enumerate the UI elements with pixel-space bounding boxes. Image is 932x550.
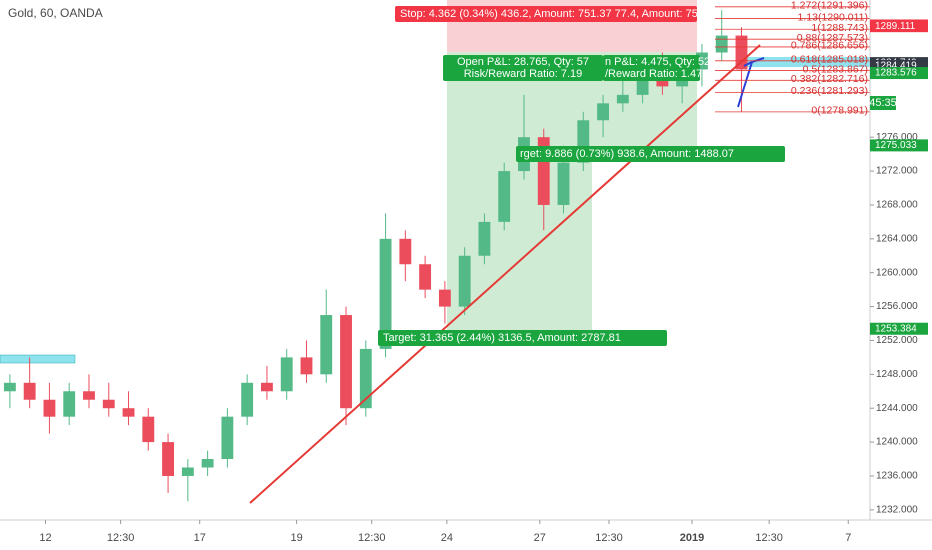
fib-label: 0.618(1285.018) <box>791 54 868 66</box>
target-label: Target: 31.365 (2.44%) 3136.5, Amount: 2… <box>383 332 621 344</box>
candle-body <box>122 408 135 417</box>
y-tick-label: 1236.000 <box>876 471 918 482</box>
candle-body <box>320 315 333 375</box>
x-tick-label: 12:30 <box>755 532 783 544</box>
candle-body <box>300 357 313 375</box>
fib-label: 0.5(1283.867) <box>803 63 868 75</box>
fib-label: 0.236(1281.293) <box>791 85 868 97</box>
x-tick-label: 12:30 <box>358 532 386 544</box>
x-tick-label: 12:30 <box>107 532 135 544</box>
candle-body <box>379 238 392 349</box>
candle-body <box>438 289 451 307</box>
trend-line <box>249 44 761 504</box>
x-tick-label: 24 <box>441 532 453 544</box>
x-tick-label: 17 <box>194 532 206 544</box>
x-tick-label: 19 <box>290 532 302 544</box>
candle-body <box>478 221 491 256</box>
label-box <box>603 55 700 81</box>
y-tick-label: 1240.000 <box>876 437 918 448</box>
x-tick-label: 7 <box>845 532 851 544</box>
price-tag <box>870 139 928 152</box>
candle-body <box>241 382 254 417</box>
candle-body <box>537 137 550 205</box>
candle-body <box>181 467 194 476</box>
x-tick-label: 12:30 <box>595 532 623 544</box>
fib-label: 0.382(1282.716) <box>791 73 868 85</box>
target-label: rget: 9.886 (0.73%) 938.6, Amount: 1488.… <box>520 148 734 160</box>
x-tick-label: 12 <box>39 532 51 544</box>
fib-label: 0.786(1286.656) <box>791 40 868 52</box>
countdown: 45:35 <box>869 97 897 109</box>
candle-body <box>43 399 56 417</box>
candle-body <box>715 35 728 53</box>
x-tick-label: 27 <box>534 532 546 544</box>
candle-body <box>577 120 590 163</box>
y-tick-label: 1248.000 <box>876 369 918 380</box>
price-tag-label: 1284.419 <box>875 61 917 72</box>
price-tag <box>870 20 928 33</box>
candle-body <box>221 416 234 460</box>
y-tick-label: 1264.000 <box>876 233 918 244</box>
candle-body <box>458 255 471 307</box>
candle-body <box>340 315 352 409</box>
candle-body <box>735 35 748 70</box>
y-tick-label: 1260.000 <box>876 267 918 278</box>
price-tag <box>870 67 928 80</box>
candle-body <box>3 382 16 392</box>
fib-label: 0.88(1287.573) <box>797 32 868 44</box>
risk-reward: /Reward Ratio: 1.47 <box>605 68 702 80</box>
candle-body <box>616 94 629 104</box>
label-box <box>395 6 697 22</box>
candle-body <box>597 103 609 121</box>
zone-box <box>740 57 870 67</box>
x-tick-label: 2019 <box>680 532 704 544</box>
candle-body <box>83 391 95 400</box>
candle-body <box>498 171 511 222</box>
price-tag <box>870 322 928 335</box>
y-tick-label: 1244.000 <box>876 403 918 414</box>
y-tick-label: 1268.000 <box>876 200 918 211</box>
candle-body <box>399 238 412 265</box>
candle-body <box>162 442 174 476</box>
label-box <box>378 330 667 346</box>
y-tick-label: 1232.000 <box>876 504 918 515</box>
fib-label: 1(1288.743) <box>811 22 868 34</box>
fib-label: 1.272(1291.396) <box>791 0 868 12</box>
zone-box <box>0 354 76 364</box>
countdown-box <box>870 96 896 110</box>
candle-body <box>359 348 372 409</box>
price-tag-label: 1275.033 <box>875 140 917 151</box>
risk-reward: Risk/Reward Ratio: 7.19 <box>464 68 583 80</box>
price-tag-label: 1253.384 <box>875 323 917 334</box>
candle-body <box>142 416 155 443</box>
fib-label: 0(1278.991) <box>811 105 868 117</box>
price-tag-label: 1283.576 <box>875 68 917 79</box>
candle-body <box>23 382 36 400</box>
candle-body <box>636 77 649 95</box>
candle-body <box>280 357 293 392</box>
chart-title: Gold, 60, OANDA <box>8 6 103 20</box>
candle-body <box>696 52 708 70</box>
candle-body <box>261 382 273 392</box>
candle-body <box>63 391 76 417</box>
y-tick-label: 1272.000 <box>876 166 918 177</box>
price-tag-label: 1289.111 <box>875 21 916 32</box>
y-tick-label: 1276.000 <box>876 132 918 143</box>
candle-body <box>201 459 214 468</box>
label-box <box>443 55 603 81</box>
y-tick-label: 1252.000 <box>876 335 918 346</box>
open-pl: Open P&L: 28.765, Qty: 57 <box>457 56 589 68</box>
y-tick-label: 1256.000 <box>876 301 918 312</box>
open-pl: n P&L: 4.475, Qty: 52 <box>605 56 710 68</box>
candle-body <box>419 264 432 290</box>
label-box <box>516 146 785 162</box>
stop-label: Stop: 4.362 (0.34%) 436.2, Amount: 751.3… <box>400 8 719 20</box>
candle-body <box>656 77 669 87</box>
candle-body <box>557 162 570 205</box>
candle-body <box>102 399 115 409</box>
fib-label: 1.13(1290.011) <box>798 11 868 23</box>
